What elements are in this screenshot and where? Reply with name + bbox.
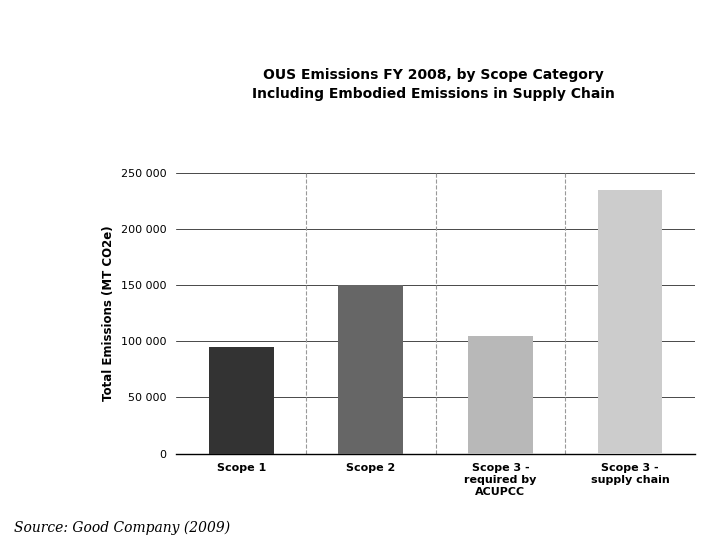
Bar	[338, 285, 403, 454]
Text: Source: Good Company (2009): Source: Good Company (2009)	[14, 520, 230, 535]
Text: OUS Emissions FY 2008, by Scope Category
Including Embodied Emissions in Supply : OUS Emissions FY 2008, by Scope Category…	[253, 68, 615, 101]
Bar	[468, 336, 533, 454]
Bar	[598, 190, 662, 454]
Bar	[209, 347, 274, 454]
Text: Embodied Emissions in Purchased Materials: Embodied Emissions in Purchased Material…	[171, 25, 615, 43]
Y-axis label: Total Emissions (MT CO2e): Total Emissions (MT CO2e)	[102, 225, 115, 401]
